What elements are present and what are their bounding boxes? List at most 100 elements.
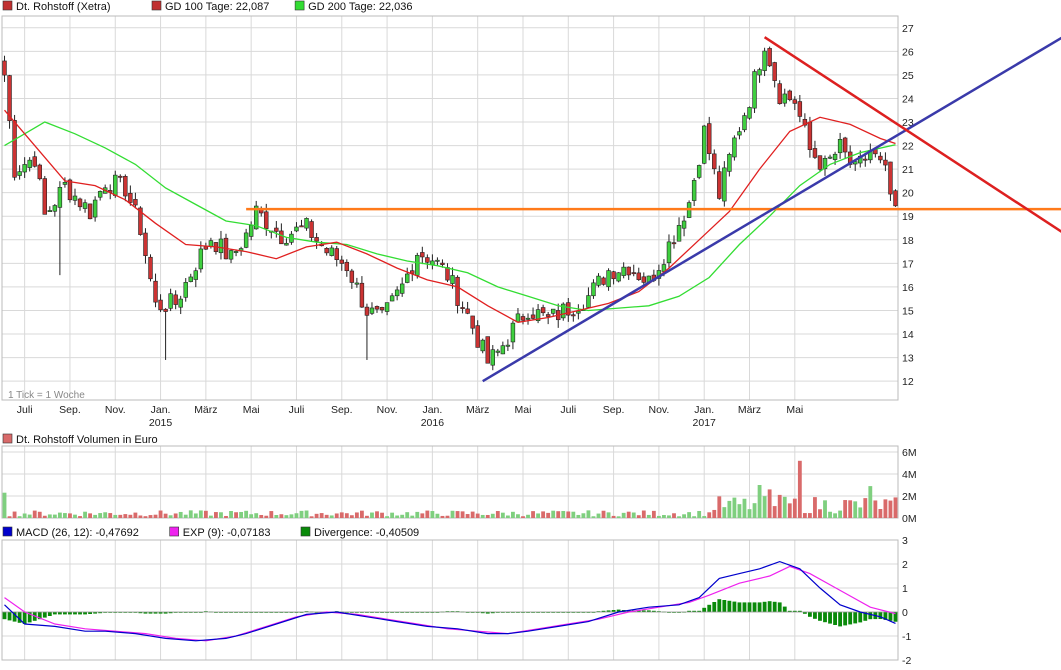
candle-up xyxy=(394,289,400,297)
divergence-bar xyxy=(299,612,304,613)
volume-bar xyxy=(697,510,702,518)
candle-down xyxy=(37,164,42,180)
candle-down xyxy=(792,99,798,104)
candle-down xyxy=(32,156,37,167)
candle-up xyxy=(435,259,440,262)
divergence-bar xyxy=(93,612,98,614)
candle-down xyxy=(118,175,123,178)
volume-bar xyxy=(702,516,707,518)
candle-down xyxy=(455,276,460,306)
candle-up xyxy=(676,225,682,242)
candle-up xyxy=(57,187,63,208)
divergence-bar xyxy=(636,610,641,612)
divergence-bar xyxy=(752,602,757,612)
volume-bar xyxy=(344,513,349,518)
price-axis-tick: 25 xyxy=(902,70,914,82)
volume-bar xyxy=(193,513,198,518)
divergence-bar xyxy=(541,612,546,613)
volume-bar xyxy=(168,515,173,518)
divergence-bar xyxy=(22,612,27,624)
volume-bar xyxy=(823,500,827,518)
divergence-bar xyxy=(68,612,72,615)
divergence-bar xyxy=(500,612,505,613)
volume-bar xyxy=(365,515,369,518)
candle-down xyxy=(12,120,17,178)
price-axis-tick: 19 xyxy=(902,211,914,223)
divergence-bar xyxy=(198,612,203,613)
legend-label: Dt. Rohstoff Volumen in Euro xyxy=(16,434,158,446)
volume-bar xyxy=(299,510,304,518)
price-axis-tick: 15 xyxy=(902,305,914,317)
volume-bar xyxy=(682,514,686,518)
divergence-bar xyxy=(868,612,873,620)
candle-down xyxy=(520,316,526,321)
volume-bar xyxy=(465,514,470,518)
candle-down xyxy=(611,271,616,280)
candle-down xyxy=(475,325,480,348)
volume-bar xyxy=(712,509,717,518)
divergence-bar xyxy=(521,612,525,613)
divergence-bar xyxy=(566,612,571,613)
volume-bar xyxy=(254,513,259,518)
volume-bar xyxy=(52,514,57,518)
candle-down xyxy=(566,302,571,316)
divergence-bar xyxy=(697,610,702,612)
volume-bar xyxy=(244,510,249,518)
resistance-trendline xyxy=(763,36,1061,233)
x-axis-month: Sep. xyxy=(603,404,625,416)
candle-down xyxy=(863,158,868,161)
volume-bar xyxy=(541,511,546,518)
volume-bar xyxy=(470,511,475,518)
candle-up xyxy=(294,226,299,232)
volume-bar xyxy=(249,514,254,518)
volume-bar xyxy=(611,515,616,518)
candle-up xyxy=(92,199,98,218)
volume-bar xyxy=(546,512,551,518)
candle-down xyxy=(842,137,848,153)
divergence-bar xyxy=(395,612,400,613)
candle-down xyxy=(309,221,314,238)
candle-down xyxy=(470,315,475,329)
volume-bar xyxy=(108,513,113,518)
volume-bar xyxy=(762,496,767,518)
divergence-bar xyxy=(88,612,93,614)
candle-up xyxy=(747,107,752,119)
volume-bar xyxy=(224,515,228,518)
volume-bar xyxy=(289,514,294,518)
volume-bar xyxy=(551,510,556,518)
divergence-bar xyxy=(853,612,858,624)
legend-swatch xyxy=(294,0,305,11)
candle-up xyxy=(742,115,747,131)
candle-down xyxy=(445,267,450,281)
divergence-bar xyxy=(98,612,103,614)
divergence-bar xyxy=(777,602,782,612)
volume-bar xyxy=(495,511,500,518)
divergence-bar xyxy=(178,612,183,613)
volume-bar xyxy=(672,513,676,518)
divergence-bar xyxy=(787,610,792,612)
legend-label: Divergence: -0,40509 xyxy=(314,527,419,539)
candle-up xyxy=(415,255,420,276)
volume-bar xyxy=(556,511,561,518)
divergence-bar xyxy=(83,612,87,615)
volume-bar xyxy=(259,514,264,518)
volume-bar xyxy=(505,515,510,518)
candle-down xyxy=(128,192,133,203)
divergence-bar xyxy=(807,612,812,617)
legend-label: GD 100 Tage: 22,087 xyxy=(165,1,269,13)
volume-bar xyxy=(621,512,626,518)
divergence-bar xyxy=(103,612,108,613)
candle-down xyxy=(334,248,339,260)
candle-down xyxy=(324,247,329,254)
candle-up xyxy=(168,293,173,309)
divergence-bar xyxy=(833,612,837,625)
divergence-bar xyxy=(108,612,113,613)
volume-bar xyxy=(370,512,374,518)
volume-bar xyxy=(828,511,832,518)
divergence-bar xyxy=(354,612,359,613)
candle-up xyxy=(550,308,556,314)
candle-up xyxy=(253,205,259,230)
divergence-bar xyxy=(747,602,752,612)
candle-up xyxy=(248,225,254,237)
divergence-bar xyxy=(576,612,581,613)
